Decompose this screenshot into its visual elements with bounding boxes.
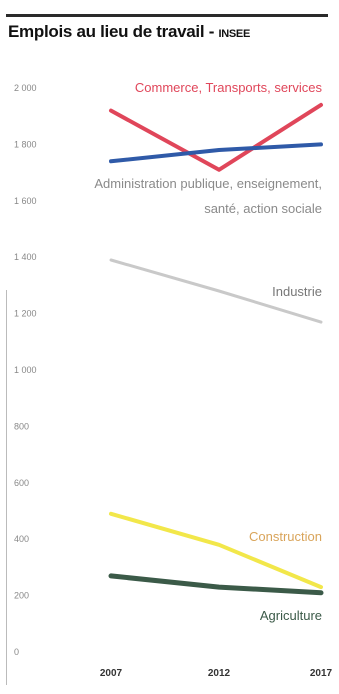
y-tick-label: 0: [14, 647, 19, 657]
chart-title: Emplois au lieu de travail - INSEE: [8, 22, 250, 42]
series-label-administration-line2: santé, action sociale: [204, 201, 322, 216]
series-lines: [108, 102, 324, 596]
x-axis-ticks: 2007 2012 2017: [100, 668, 333, 679]
y-tick-label: 600: [14, 478, 29, 488]
x-tick-label: 2012: [208, 668, 231, 679]
y-axis-ticks: 0 200 400 600 800 1 000 1 200 1 400 1 600 1 800 2 …: [14, 83, 37, 657]
series-label-commerce: Commerce, Transports, services: [135, 80, 323, 95]
y-tick-label: 1 800: [14, 139, 37, 149]
series-label-construction: Construction: [249, 529, 322, 544]
series-line-0: [109, 102, 323, 172]
y-tick-label: 2 000: [14, 83, 37, 93]
x-tick-label: 2007: [100, 668, 123, 679]
y-tick-label: 1 200: [14, 309, 37, 319]
y-tick-label: 1 600: [14, 196, 37, 206]
series-line-1: [109, 142, 323, 164]
left-rule: [6, 290, 7, 685]
title-rule: [6, 14, 328, 48]
y-tick-label: 800: [14, 421, 29, 431]
series-labels: Commerce, Transports, services Administra…: [94, 80, 322, 623]
y-tick-label: 200: [14, 591, 29, 601]
x-tick-label: 2017: [310, 668, 333, 679]
series-line-3: [109, 511, 323, 590]
y-tick-label: 400: [14, 534, 29, 544]
series-label-administration-line1: Administration publique, enseignement,: [94, 176, 322, 191]
series-label-industrie: Industrie: [272, 284, 322, 299]
y-tick-label: 1 000: [14, 365, 37, 375]
chart-title-text: Emplois au lieu de travail -: [8, 22, 215, 41]
chart-source: INSEE: [218, 28, 251, 40]
y-tick-label: 1 400: [14, 252, 37, 262]
series-label-agriculture: Agriculture: [260, 608, 322, 623]
series-line-4: [108, 573, 324, 596]
